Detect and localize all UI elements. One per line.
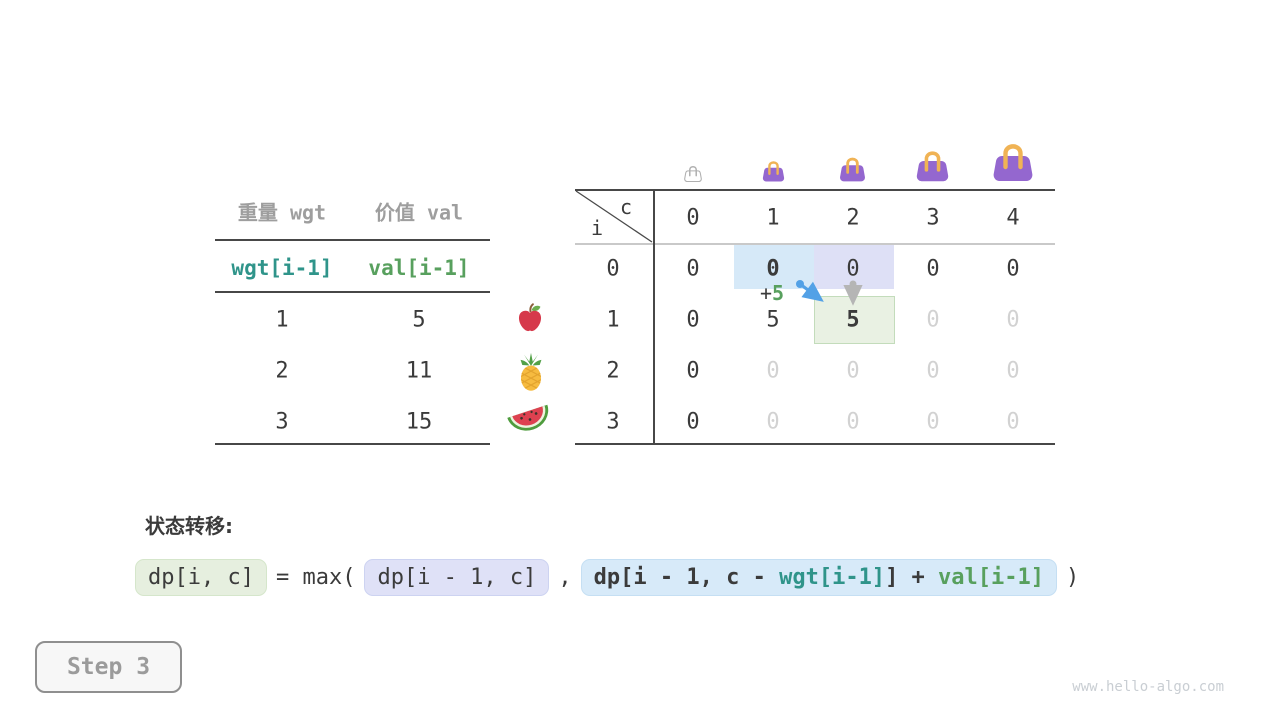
items-table-divider <box>215 443 490 445</box>
item-2-weight: 2 <box>275 358 289 384</box>
dp-cell-3-3: 0 <box>926 409 940 435</box>
watermelon-icon <box>507 404 549 431</box>
bag-capacity-2-icon <box>840 157 865 182</box>
corner-diagonal-line <box>575 190 653 243</box>
item-3-value: 15 <box>405 409 433 435</box>
dp-row-header-2: 2 <box>606 358 620 384</box>
dp-col-header-3: 3 <box>926 205 940 231</box>
dp-cell-0-2: 0 <box>846 256 860 282</box>
item-1-weight: 1 <box>275 307 289 333</box>
item-2-value: 11 <box>405 358 433 384</box>
items-table-divider <box>215 239 490 241</box>
dp-cell-2-3: 0 <box>926 358 940 384</box>
item-3-weight: 3 <box>275 409 289 435</box>
items-table-divider <box>215 291 490 293</box>
dp-table-top-border <box>575 189 1055 191</box>
formula-closing-paren: ) <box>1066 565 1080 590</box>
dp-corner-capacity-label: c <box>619 195 633 219</box>
bag-capacity-1-icon <box>762 161 785 182</box>
items-table-val-subheader: val[i-1] <box>368 256 470 280</box>
bag-capacity-3-icon <box>916 151 949 182</box>
dp-table-column-divider <box>653 189 655 445</box>
dp-cell-0-4: 0 <box>1006 256 1020 282</box>
dp-row-header-1: 1 <box>606 307 620 333</box>
item-1-value: 5 <box>412 307 426 333</box>
dp-cell-1-2: 5 <box>846 307 860 333</box>
dp-cell-3-0: 0 <box>686 409 700 435</box>
pineapple-icon <box>520 352 542 391</box>
dp-row-header-0: 0 <box>606 256 620 282</box>
dp-row-header-3: 3 <box>606 409 620 435</box>
dp-cell-1-0: 0 <box>686 307 700 333</box>
formula-arg2: dp[i - 1, c - wgt[i-1]] + val[i-1] <box>580 559 1058 596</box>
state-transition-formula: dp[i, c] = max( dp[i - 1, c] , dp[i - 1,… <box>135 559 1079 596</box>
plus-sign: + <box>759 281 772 305</box>
items-table-weight-header: 重量 wgt <box>237 200 327 225</box>
dp-cell-2-0: 0 <box>686 358 700 384</box>
added-value: 5 <box>772 281 785 305</box>
dp-cell-0-0: 0 <box>686 256 700 282</box>
dp-col-header-4: 4 <box>1006 205 1020 231</box>
dp-cell-2-1: 0 <box>766 358 780 384</box>
dp-cell-1-4: 0 <box>1006 307 1020 333</box>
watermark: www.hello-algo.com <box>1072 679 1224 695</box>
formula-separator: , <box>558 565 572 590</box>
dp-cell-1-3: 0 <box>926 307 940 333</box>
bag-capacity-0-icon <box>684 165 702 182</box>
items-table-wgt-subheader: wgt[i-1] <box>231 256 333 280</box>
transition-add-value-label: +5 <box>760 281 784 305</box>
formula-lhs: dp[i, c] <box>135 559 267 596</box>
dp-col-header-0: 0 <box>686 205 700 231</box>
items-table-value-header: 价值 val <box>374 200 464 225</box>
dp-corner-index-label: i <box>590 216 604 240</box>
dp-cell-3-2: 0 <box>846 409 860 435</box>
dp-cell-0-1: 0 <box>766 256 780 282</box>
formula-arg2-wgt: wgt[i-1] <box>779 565 886 590</box>
formula-operator: = max( <box>275 565 356 590</box>
dp-col-header-2: 2 <box>846 205 860 231</box>
formula-arg2-val: val[i-1] <box>938 565 1045 590</box>
dp-cell-3-4: 0 <box>1006 409 1020 435</box>
dp-table-bottom-border <box>575 443 1055 445</box>
state-transition-label: 状态转移: <box>145 514 233 538</box>
dp-cell-2-4: 0 <box>1006 358 1020 384</box>
apple-icon <box>518 303 542 332</box>
bag-capacity-4-icon <box>993 144 1033 181</box>
dp-cell-0-3: 0 <box>926 256 940 282</box>
dp-cell-3-1: 0 <box>766 409 780 435</box>
formula-arg2-mid: ] + <box>885 565 939 590</box>
dp-col-header-1: 1 <box>766 205 780 231</box>
step-indicator-button[interactable]: Step 3 <box>35 641 182 693</box>
dp-cell-2-2: 0 <box>846 358 860 384</box>
formula-arg2-prefix: dp[i - 1, c - <box>593 565 780 590</box>
dp-cell-1-1: 5 <box>766 307 780 333</box>
formula-arg1: dp[i - 1, c] <box>364 559 550 596</box>
dp-table-header-divider <box>575 243 1055 245</box>
